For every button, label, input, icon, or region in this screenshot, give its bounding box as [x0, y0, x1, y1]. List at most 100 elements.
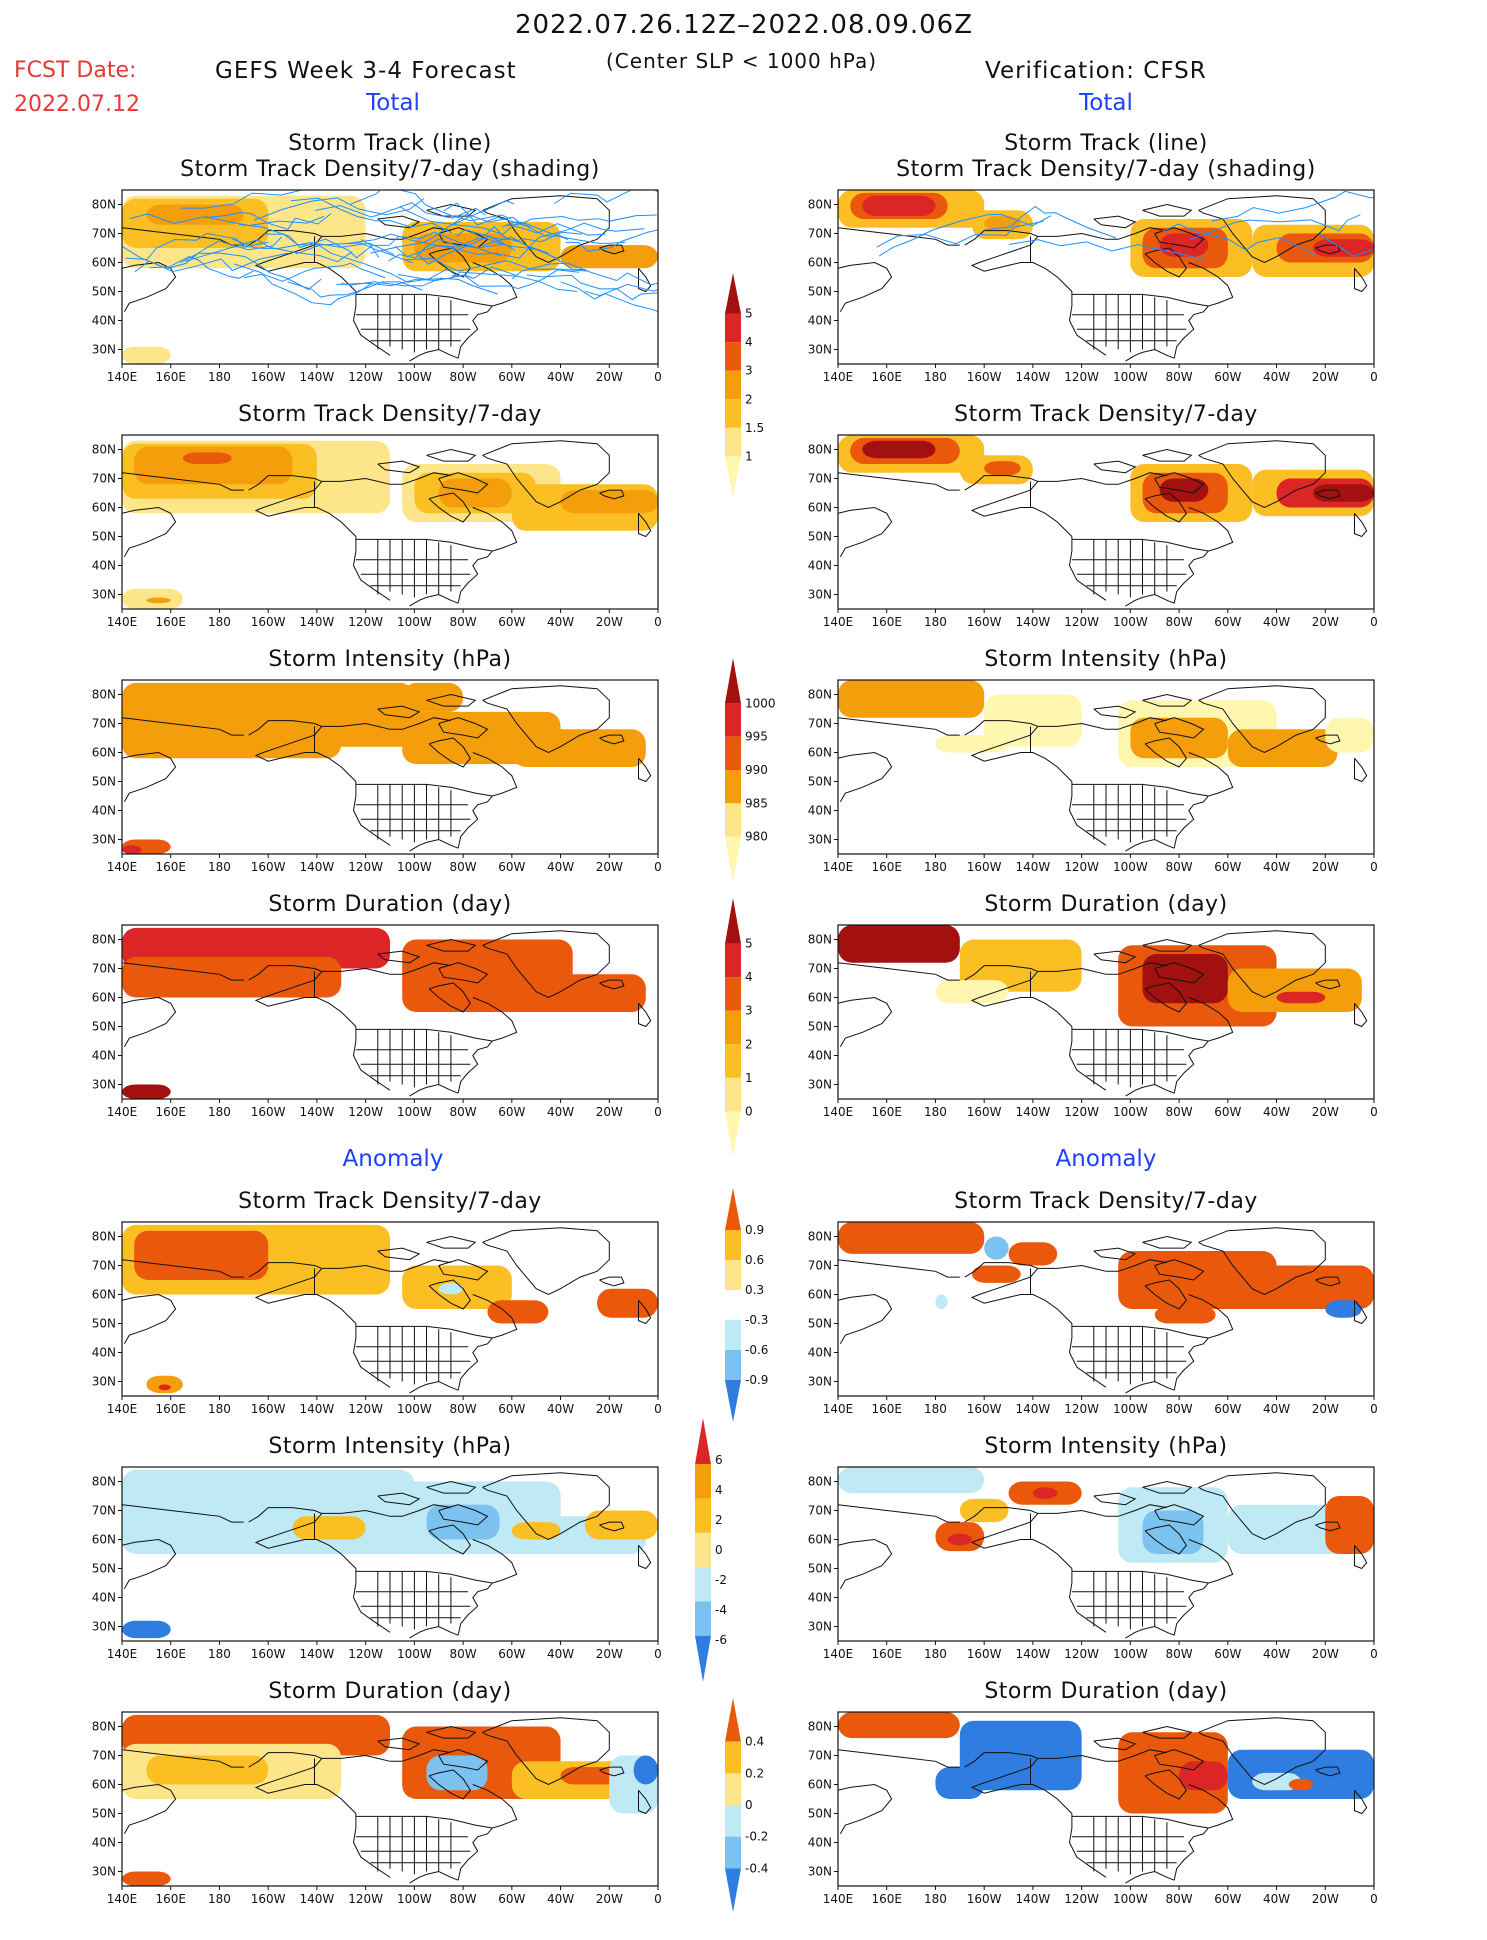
forecast-total-duration-coast-4: [321, 962, 451, 975]
forecast-anomaly-density-xtick-9: 40W: [547, 1402, 574, 1416]
forecast-anomaly-intensity-ytick-3: 50N: [92, 1562, 116, 1576]
forecast-total-track-track-34: [180, 252, 322, 291]
cfsr-anomaly-density-coast-2: [964, 1262, 1073, 1324]
forecast-anomaly-intensity-xtick-10: 20W: [596, 1647, 623, 1661]
cfsr-total-duration-shade-4: [1142, 954, 1228, 1004]
cfsr-anomaly-duration-shade-0: [838, 1712, 960, 1739]
forecast-total-duration-coast-8: [482, 930, 610, 999]
forecast-anomaly-density-coast-5: [428, 1279, 472, 1310]
cfsr-anomaly-density-coast-4: [1037, 1259, 1167, 1272]
forecast-anomaly-duration-frame: [121, 1711, 659, 1887]
forecast-anomaly-duration-shade-8: [633, 1755, 658, 1785]
cfsr-total-intensity-ytick-0: 80N: [808, 688, 832, 702]
cfsr-total-density-xtick-6: 100W: [1113, 615, 1148, 629]
cfsr-anomaly-intensity-xtick-0: 140E: [823, 1647, 854, 1661]
cfsr-anomaly-density-ytick-2: 60N: [808, 1288, 832, 1302]
cfsr-total-track-xtick-11: 0: [1370, 370, 1378, 384]
cfsr-total-density-shade-10: [1313, 484, 1374, 502]
forecast-total-track-track-28: [584, 283, 658, 297]
colorbar-intensity_total-label-4: 980: [745, 830, 768, 844]
colorbar-duration_anom-label-2: 0: [745, 1798, 753, 1812]
cfsr-total-track-coast-3: [1068, 291, 1107, 356]
colorbar-duration_anom-seg-0: [725, 1698, 741, 1742]
forecast-total-track-track-0: [360, 231, 501, 257]
forecast-anomaly-density-panel: Storm Track Density/7-day 80N 70N 60N 50N 40N…: [92, 1189, 662, 1416]
cfsr-total-intensity-shade-0: [838, 680, 985, 718]
cfsr-anomaly-intensity-coast-5: [1144, 1524, 1188, 1555]
forecast-anomaly-intensity-map: 80N 70N 60N 50N 40N 30N 140E 160E 180 160W 140W 120…: [92, 1466, 662, 1661]
cfsr-anomaly-duration-coast-10: [1354, 1789, 1368, 1815]
forecast-total-intensity-xtick-3: 160W: [251, 860, 286, 874]
forecast-total-track-track-25: [238, 224, 380, 259]
colorbar-duration_total-seg-3: [725, 1010, 741, 1045]
forecast-total-track-coast-9: [599, 244, 625, 255]
forecast-total-track-track-2: [388, 238, 516, 262]
cfsr-total-duration-coast-13: [1154, 962, 1205, 984]
forecast-anomaly-density-shade-2: [268, 1236, 342, 1266]
cfsr-anomaly-duration-ytick-4: 40N: [808, 1836, 832, 1850]
forecast-anomaly-duration-coast-13: [438, 1749, 489, 1771]
cfsr-total-track-coast-10: [1354, 267, 1368, 293]
cfsr-total-density-coast-6: [1173, 507, 1234, 604]
colorbar-density_total-seg-2: [725, 342, 741, 371]
forecast-anomaly-density-xtick-10: 20W: [596, 1402, 623, 1416]
cfsr-anomaly-intensity-ytick-3: 50N: [808, 1562, 832, 1576]
forecast-anomaly-intensity-ytick-2: 60N: [92, 1533, 116, 1547]
cfsr-total-intensity-xtick-4: 140W: [1016, 860, 1051, 874]
colorbar-duration_total-seg-5: [725, 1077, 741, 1112]
forecast-anomaly-density-xtick-8: 60W: [498, 1402, 525, 1416]
forecast-total-density-shade-2: [134, 446, 293, 485]
cfsr-total-intensity-coast-13: [1154, 717, 1205, 739]
forecast-anomaly-intensity-coast-3: [352, 1568, 391, 1633]
colorbar-density_anom-label-2: 0.3: [745, 1283, 764, 1297]
cfsr-total-intensity-coast-2: [964, 720, 1073, 782]
cfsr-anomaly-density-xtick-1: 160E: [871, 1402, 902, 1416]
forecast-anomaly-duration-ytick-5: 30N: [92, 1865, 116, 1879]
forecast-total-density-coast-13: [438, 472, 489, 494]
cfsr-anomaly-density-xtick-2: 180: [924, 1402, 947, 1416]
forecast-total-track-track-7: [234, 263, 373, 306]
cfsr-total-track-shade-10: [1313, 239, 1374, 257]
cfsr-anomaly-duration-xtick-0: 140E: [823, 1892, 854, 1906]
forecast-anomaly-density-map: 80N 70N 60N 50N 40N 30N 140E 160E 180 160W 140W 120…: [92, 1221, 662, 1416]
forecast-total-intensity-shade-6: [122, 845, 142, 854]
cfsr-anomaly-intensity-xtick-3: 160W: [967, 1647, 1002, 1661]
forecast-anomaly-intensity-ytick-1: 70N: [92, 1504, 116, 1518]
forecast-total-density-coast-6: [457, 507, 518, 604]
cfsr-total-intensity-shade-2: [935, 735, 1009, 753]
forecast-anomaly-duration-xtick-11: 0: [654, 1892, 662, 1906]
cfsr-total-track-map: 80N 70N 60N 50N 40N 30N 140E 160E 180 160W 140W 120…: [808, 189, 1378, 384]
forecast-total-track-track-19: [399, 206, 531, 228]
cfsr-total-track-xtick-1: 160E: [871, 370, 902, 384]
cfsr-total-density-coast-2: [964, 475, 1073, 537]
forecast-total-density-title-0: Storm Track Density/7-day: [238, 402, 542, 427]
colorbar-duration_total-seg-4: [725, 1044, 741, 1078]
cfsr-total-intensity-xtick-2: 180: [924, 860, 947, 874]
cfsr-total-intensity-coast-3: [1068, 781, 1107, 846]
forecast-total-duration-coast-9: [599, 979, 625, 990]
cfsr-anomaly-intensity-coast-8: [1198, 1472, 1326, 1541]
cfsr-total-duration-xtick-9: 40W: [1263, 1105, 1290, 1119]
forecast-anomaly-density-shade-5: [597, 1288, 658, 1318]
cfsr-total-duration-ytick-0: 80N: [808, 933, 832, 947]
forecast-anomaly-intensity-coast-2: [248, 1507, 357, 1569]
forecast-total-track-track-15: [506, 214, 657, 227]
cfsr-total-duration-xtick-4: 140W: [1016, 1105, 1051, 1119]
forecast-anomaly-density-coast-4: [321, 1259, 451, 1272]
forecast-total-density-shade-10: [146, 597, 171, 604]
colorbar-density_total-label-5: 1: [745, 449, 753, 463]
cfsr-total-intensity-xtick-10: 20W: [1312, 860, 1339, 874]
forecast-total-intensity-panel: Storm Intensity (hPa) 80N 70N 60N 50N 40N 30N 1…: [92, 647, 662, 874]
cfsr-total-duration-coast-6: [1173, 997, 1234, 1094]
colorbar-duration_total-seg-1: [725, 943, 741, 978]
cfsr-anomaly-intensity-ytick-2: 60N: [808, 1533, 832, 1547]
forecast-anomaly-duration-coast-11: [377, 1737, 421, 1751]
cfsr-total-track-coast-2: [964, 230, 1073, 292]
forecast-total-intensity-coast-3: [352, 781, 391, 846]
forecast-anomaly-intensity-xtick-3: 160W: [251, 1647, 286, 1661]
colorbar-density_anom-label-1: 0.6: [745, 1253, 764, 1267]
forecast-anomaly-density-coast-0: [122, 1259, 244, 1278]
date-range-title: 2022.07.26.12Z–2022.08.09.06Z: [514, 10, 974, 40]
cfsr-anomaly-intensity-coast-14: [1071, 1570, 1209, 1584]
forecast-total-intensity-coast-14: [355, 783, 493, 797]
